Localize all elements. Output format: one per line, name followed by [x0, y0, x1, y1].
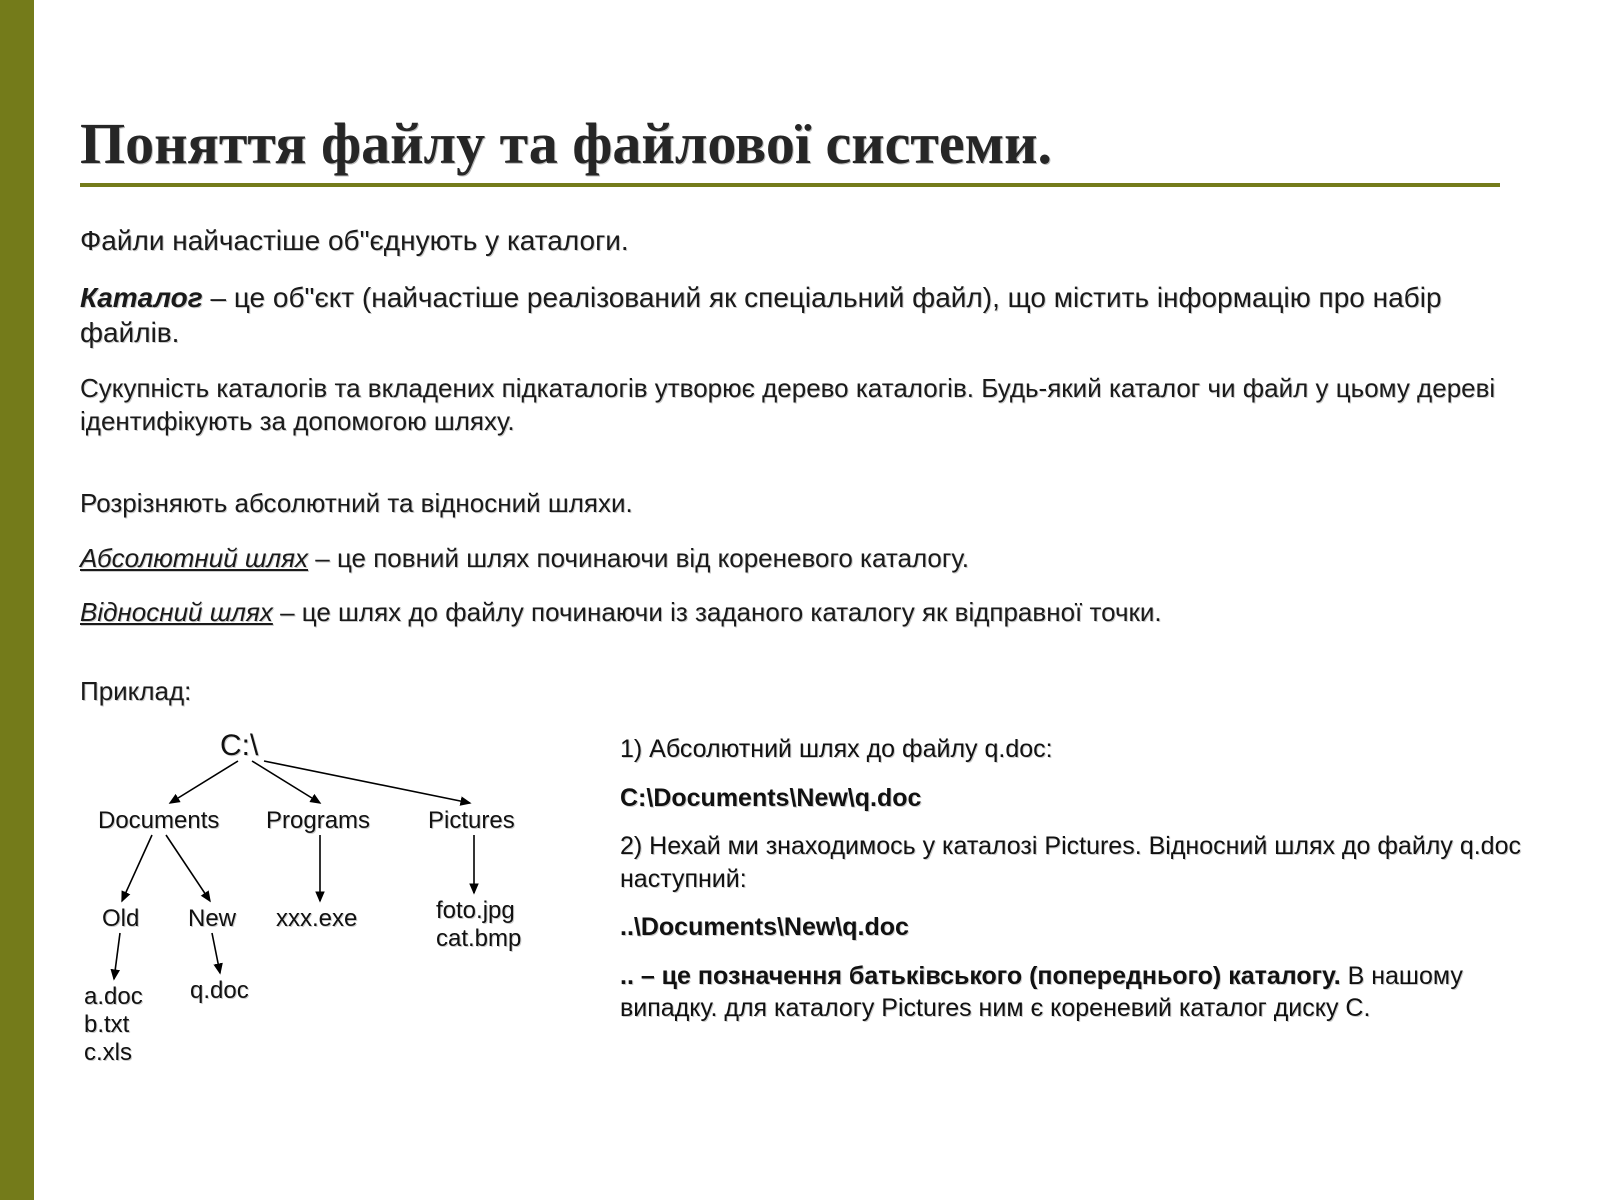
tree-a: a.doc — [84, 983, 143, 1011]
expl-abs-intro: 1) Абсолютний шлях до файлу q.doc: — [620, 733, 1540, 766]
spacer — [80, 651, 1540, 675]
tree-foto2: cat.bmp — [436, 925, 521, 953]
tree-b: b.txt — [84, 1011, 129, 1039]
slide-content: Поняття файлу та файлової системи. Файли… — [80, 110, 1540, 1129]
paragraph-3: Сукупність каталогів та вкладених підкат… — [80, 372, 1540, 437]
explanation-column: 1) Абсолютний шлях до файлу q.doc: C:\Do… — [620, 729, 1540, 1041]
tree-old: Old — [102, 905, 139, 933]
tree-foto1: foto.jpg — [436, 897, 515, 925]
tree-c: c.xls — [84, 1039, 132, 1067]
expl-dotdot: .. – це позначення батьківського (попере… — [620, 960, 1540, 1025]
term-catalog: Каталог — [80, 282, 203, 313]
expl-rel-path: ..\Documents\New\q.doc — [620, 911, 1540, 944]
paragraph-6-rest: – це шлях до файлу починаючи із заданого… — [273, 597, 1162, 627]
paragraph-5: Абсолютний шлях – це повний шлях починаю… — [80, 542, 1540, 575]
directory-tree: С:\ Documents Programs Pictures Old New … — [80, 729, 580, 1129]
paragraph-4: Розрізняють абсолютний та відносний шлях… — [80, 487, 1540, 520]
expl-rel-intro: 2) Нехай ми знаходимось у каталозі Pictu… — [620, 830, 1540, 895]
paragraph-1: Файли найчастіше об"єднують у каталоги. — [80, 223, 1540, 258]
tree-new: New — [188, 905, 236, 933]
paragraph-2: Каталог – це об"єкт (найчастіше реалізов… — [80, 280, 1540, 350]
example-region: С:\ Documents Programs Pictures Old New … — [80, 729, 1540, 1129]
paragraph-2-rest: – це об"єкт (найчастіше реалізований як … — [80, 282, 1442, 348]
slide-title: Поняття файлу та файлової системи. — [80, 110, 1540, 177]
paragraph-7: Приклад: — [80, 675, 1540, 708]
accent-bar — [0, 0, 34, 1200]
expl-dotdot-bold: .. – це позначення батьківського (попере… — [620, 962, 1341, 990]
tree-root: С:\ — [220, 729, 258, 763]
tree-documents: Documents — [98, 807, 219, 835]
term-rel-path: Відносний шлях — [80, 597, 273, 627]
paragraph-6: Відносний шлях – це шлях до файлу почина… — [80, 596, 1540, 629]
tree-qdoc: q.doc — [190, 977, 249, 1005]
spacer — [80, 459, 1540, 487]
paragraph-5-rest: – це повний шлях починаючи від кореневог… — [308, 543, 969, 573]
expl-abs-path: C:\Documents\New\q.doc — [620, 782, 1540, 815]
title-underline — [80, 183, 1500, 187]
tree-programs: Programs — [266, 807, 370, 835]
tree-pictures: Pictures — [428, 807, 515, 835]
term-abs-path: Абсолютний шлях — [80, 543, 308, 573]
tree-xxx: xxx.exe — [276, 905, 357, 933]
